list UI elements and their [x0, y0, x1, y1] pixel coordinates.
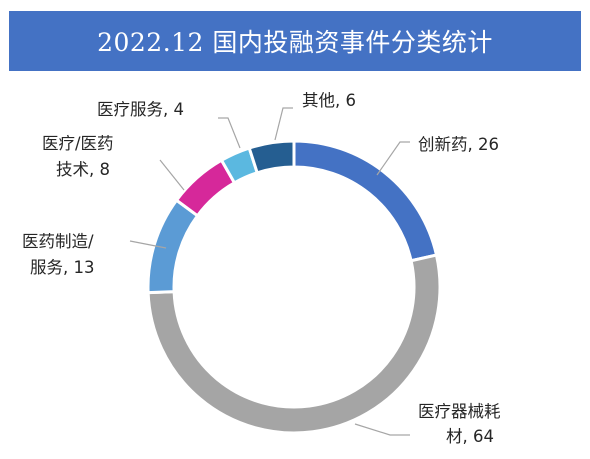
- slice-5: [247, 139, 296, 175]
- slice-label-5-line-0: 其他, 6: [302, 91, 356, 110]
- chart-title: 2022.12 国内投融资事件分类统计: [97, 28, 493, 57]
- slice-label-3-line-1: 技术, 8: [56, 160, 110, 179]
- slice-label-2-line-1: 服务, 13: [30, 258, 95, 277]
- leader-line-0: [376, 141, 410, 176]
- slice-label-2-line-0: 医药制造/: [22, 232, 94, 251]
- slice-label-4-line-0: 医疗服务, 4: [97, 100, 184, 119]
- title-bar: 2022.12 国内投融资事件分类统计: [9, 11, 581, 71]
- leader-line-1: [354, 423, 410, 436]
- slice-1: [146, 253, 442, 435]
- slice-label-0-line-0: 创新药, 26: [418, 135, 499, 154]
- leader-line-3: [159, 159, 185, 191]
- leader-line-4: [218, 117, 241, 149]
- slice-label-1-line-1: 材, 64: [446, 427, 494, 446]
- leader-line-5: [274, 107, 293, 141]
- slice-label-1-line-0: 医疗器械耗: [418, 402, 501, 421]
- slice-0: [292, 139, 439, 263]
- leader-line-2: [129, 240, 167, 249]
- slice-label-3-line-0: 医疗/医药: [42, 134, 114, 153]
